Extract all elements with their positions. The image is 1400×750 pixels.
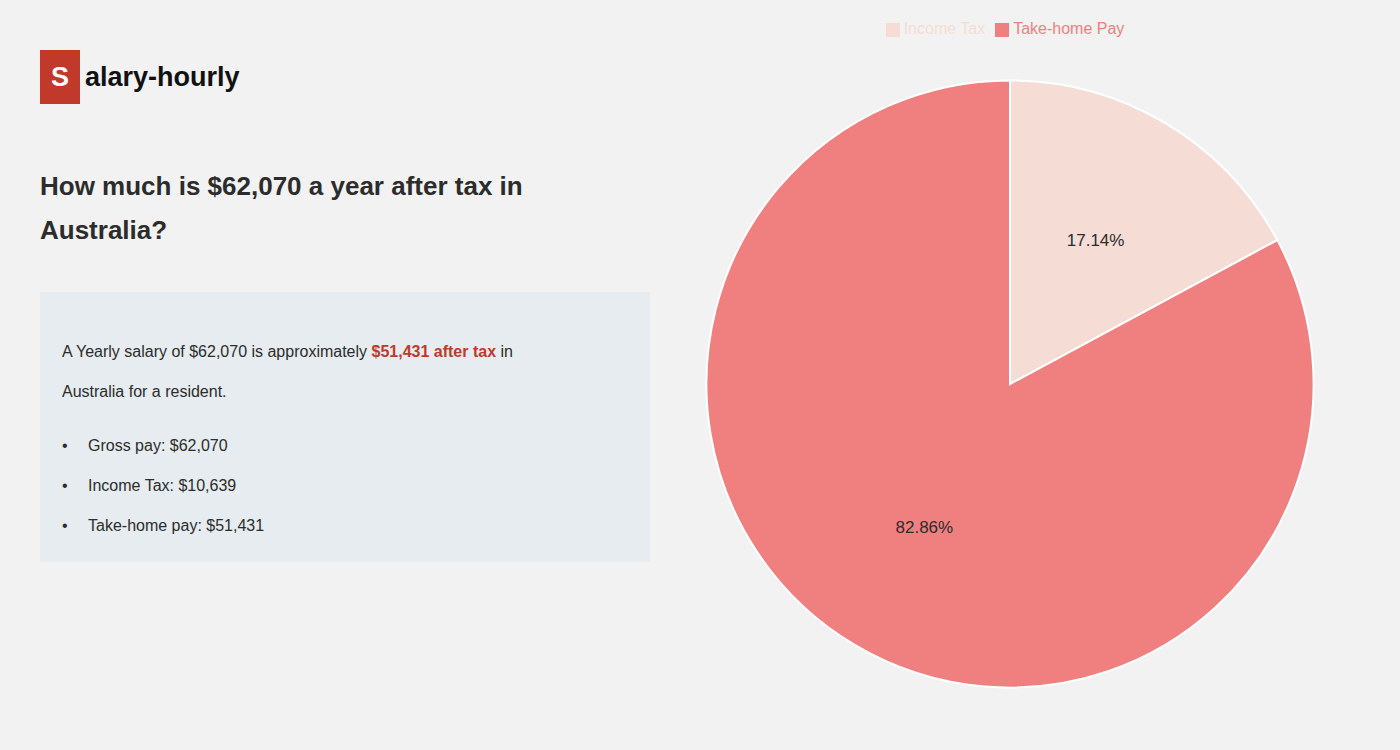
html-text:Australia?: Australia? bbox=[40, 215, 168, 245]
svg-text:82.86%: 82.86% bbox=[896, 518, 954, 537]
html-text:alary-hourly: alary-hourly bbox=[85, 61, 240, 92]
html-text:Income Tax: Income Tax bbox=[903, 20, 986, 37]
html-text:Australia for a resident.: Australia for a resident. bbox=[62, 383, 227, 400]
html-text:Income Tax: $10,639: Income Tax: $10,639 bbox=[88, 477, 237, 494]
html-text:Gross pay: $62,070: Gross pay: $62,070 bbox=[88, 437, 228, 454]
html-text:How much is $62,070 a year aft: How much is $62,070 a year after tax in bbox=[40, 171, 523, 201]
html-text:Take-home pay: $51,431: Take-home pay: $51,431 bbox=[88, 517, 265, 534]
html-text:A Yearly salary of $62,070 is: A Yearly salary of $62,070 is approximat… bbox=[62, 343, 513, 360]
html-text:Take-home Pay: Take-home Pay bbox=[1013, 20, 1125, 37]
svg-text:17.14%: 17.14% bbox=[1067, 231, 1125, 250]
html-text:S: S bbox=[51, 61, 69, 92]
